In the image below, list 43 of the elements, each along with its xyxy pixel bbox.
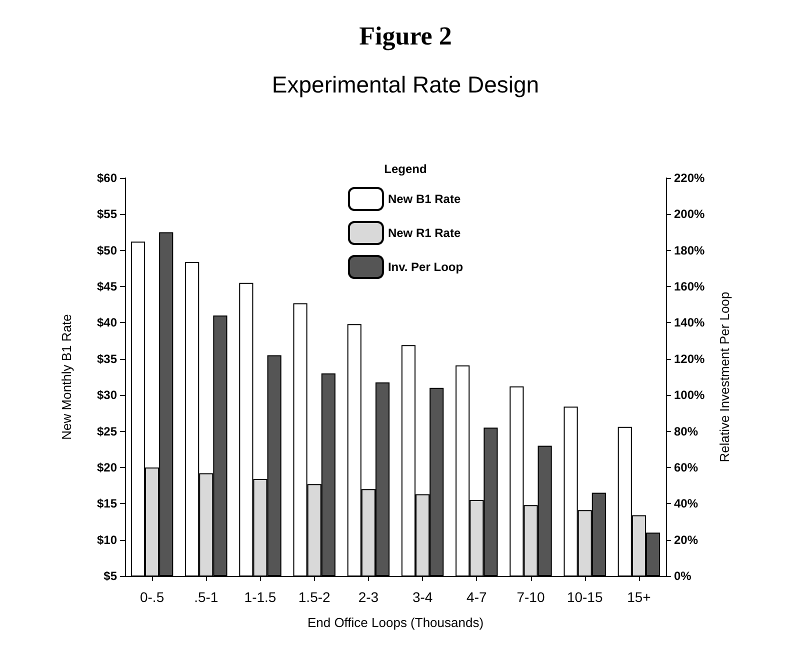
y2-tick-label: 200% <box>674 207 706 222</box>
y2-tick-label: 20% <box>674 532 698 547</box>
x-tick-label: 1.5-2 <box>298 589 331 605</box>
y-axis-title: New Monthly B1 Rate <box>59 314 74 440</box>
x-tick-label: 15+ <box>627 589 651 605</box>
y2-tick-label: 180% <box>674 243 706 258</box>
y-tick-label: $50 <box>96 243 118 258</box>
y2-tick-label: 160% <box>674 280 706 294</box>
y2-tick-label: 140% <box>674 316 706 330</box>
y-tick-label: $10 <box>96 532 118 547</box>
y-tick-label: $30 <box>96 388 118 402</box>
y2-tick-label: 120% <box>674 352 706 366</box>
y2-axis-title: Relative Investment Per Loop <box>717 292 732 462</box>
y-tick-label: $5 <box>104 569 118 583</box>
y-tick-label: $35 <box>96 352 118 366</box>
y-tick-label: $20 <box>96 460 118 474</box>
legend-label: New B1 Rate <box>388 192 461 206</box>
y-tick-label: $45 <box>96 280 118 294</box>
y-tick-label: $40 <box>96 316 118 330</box>
legend-label: New R1 Rate <box>388 226 461 240</box>
x-tick-label: 3-4 <box>412 589 433 605</box>
y2-tick-label: 0% <box>674 569 692 583</box>
x-tick-label: 10-15 <box>566 589 603 605</box>
y2-tick-label: 80% <box>674 424 698 438</box>
y2-tick-label: 40% <box>674 496 698 511</box>
y2-tick-label: 60% <box>674 460 698 474</box>
x-tick-label: 7-10 <box>516 589 545 605</box>
x-tick-label: 4-7 <box>466 589 487 605</box>
y-tick-label: $25 <box>96 424 118 438</box>
x-tick-label: 1-1.5 <box>244 589 276 605</box>
chart-title: Figure 2 <box>359 22 452 50</box>
legend-title: Legend <box>384 162 427 176</box>
y2-tick-label: 100% <box>674 388 706 402</box>
x-tick-label: .5-1 <box>194 589 218 605</box>
x-tick-label: 0-.5 <box>140 589 164 605</box>
y-tick-label: $15 <box>96 496 118 511</box>
legend-label: Inv. Per Loop <box>388 260 464 274</box>
y-tick-label: $55 <box>96 207 118 222</box>
y-tick-label: $60 <box>96 171 118 185</box>
x-axis-title: End Office Loops (Thousands) <box>307 615 484 630</box>
x-tick-label: 2-3 <box>358 589 379 605</box>
chart-subtitle: Experimental Rate Design <box>272 72 540 98</box>
y2-tick-label: 220% <box>674 171 706 185</box>
